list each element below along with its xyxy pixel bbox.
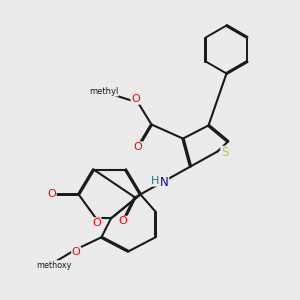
Text: O: O (131, 94, 140, 104)
Text: O: O (118, 216, 127, 226)
Text: O: O (47, 189, 56, 200)
Text: N: N (160, 176, 169, 190)
Text: O: O (92, 218, 101, 228)
Text: S: S (221, 146, 228, 160)
Text: H: H (151, 176, 159, 186)
Text: O: O (134, 142, 142, 152)
Text: methoxy: methoxy (36, 261, 72, 270)
Text: O: O (72, 247, 81, 257)
Text: methyl: methyl (89, 87, 118, 96)
